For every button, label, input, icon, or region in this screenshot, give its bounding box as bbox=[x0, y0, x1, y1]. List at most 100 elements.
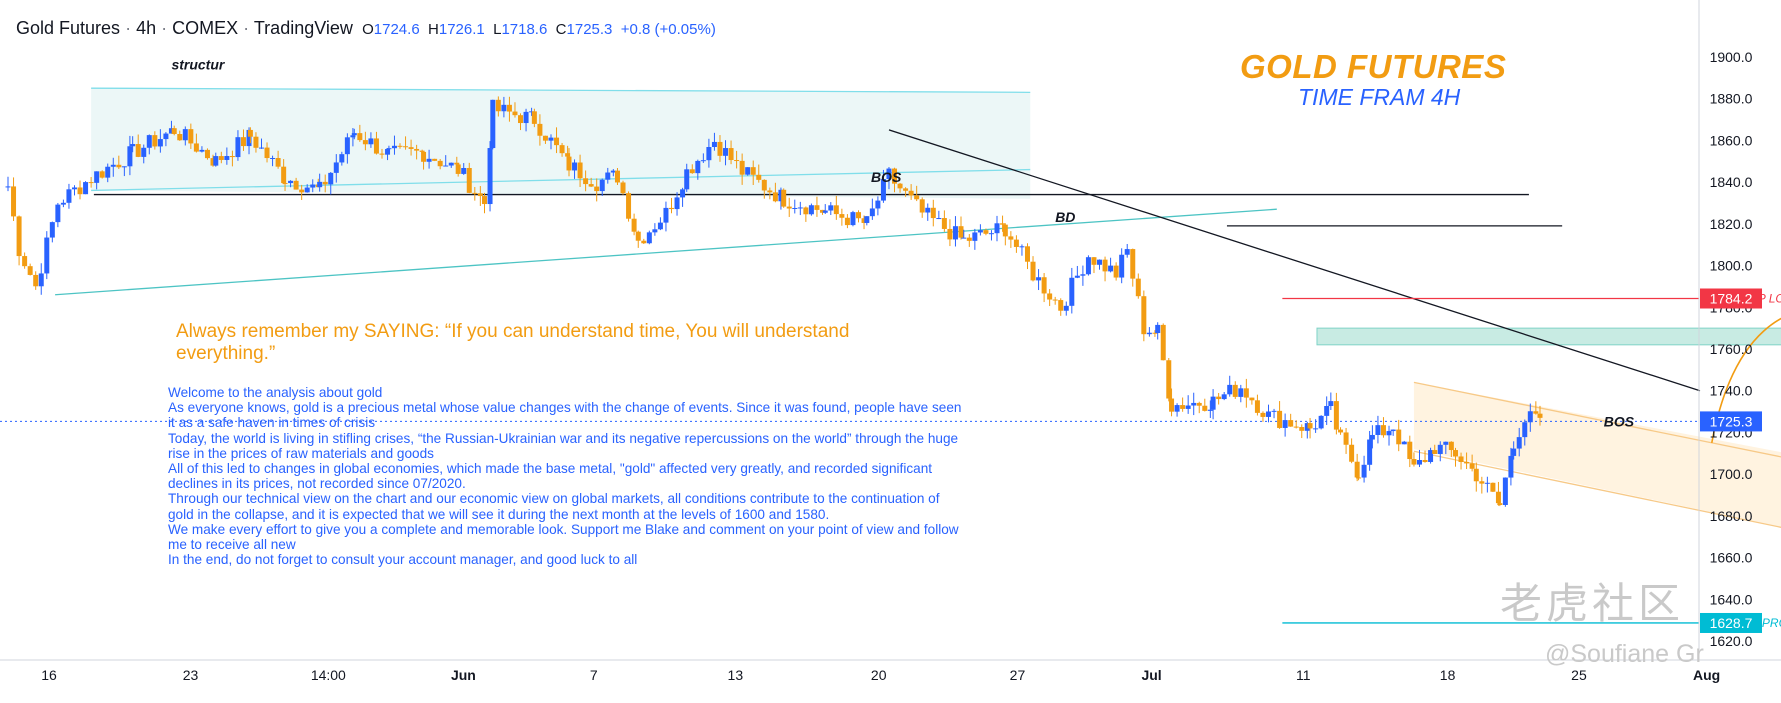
candle-body bbox=[1349, 444, 1355, 462]
candle-body bbox=[605, 172, 611, 180]
legend-separator: · bbox=[161, 18, 168, 38]
candle-body bbox=[1180, 405, 1186, 409]
candle-body bbox=[1221, 394, 1227, 400]
candle-body bbox=[700, 160, 706, 162]
gold-futures-title: GOLD FUTURES bbox=[1240, 48, 1507, 85]
low-value: 1718.6 bbox=[501, 21, 548, 38]
candle-body bbox=[930, 207, 936, 219]
chart-annotation: BD bbox=[1055, 209, 1075, 225]
candle-body bbox=[281, 166, 287, 184]
candle-body bbox=[808, 205, 814, 215]
candle-body bbox=[565, 153, 571, 157]
candle-body bbox=[83, 182, 89, 195]
candle-body bbox=[193, 143, 199, 152]
candle-body bbox=[822, 210, 828, 213]
candle-body bbox=[1464, 461, 1470, 464]
candle-body bbox=[135, 144, 141, 157]
candle-body bbox=[657, 222, 663, 230]
candle-body bbox=[1152, 332, 1158, 334]
candle-body bbox=[761, 179, 767, 191]
candle-body bbox=[1458, 456, 1464, 462]
candles-group bbox=[5, 96, 1543, 507]
candle-body bbox=[1160, 324, 1166, 361]
candle-body bbox=[772, 192, 778, 202]
high-label: H bbox=[428, 21, 439, 38]
candle-body bbox=[1074, 275, 1080, 278]
candle-body bbox=[350, 135, 356, 138]
candle-body bbox=[379, 153, 385, 155]
candle-body bbox=[869, 208, 875, 217]
symbol-legend[interactable]: Gold Futures · 4h · COMEX · TradingView … bbox=[16, 18, 716, 39]
candle-body bbox=[426, 158, 432, 162]
candle-body bbox=[947, 228, 953, 240]
candle-body bbox=[99, 171, 105, 178]
time-tick-label: 25 bbox=[1571, 667, 1587, 683]
candle-body bbox=[652, 229, 658, 233]
candle-body bbox=[958, 226, 964, 238]
candle-body bbox=[518, 115, 524, 124]
candle-body bbox=[188, 129, 194, 144]
candle-body bbox=[229, 156, 235, 158]
candle-body bbox=[368, 138, 374, 145]
candle-body bbox=[1313, 428, 1319, 430]
candle-body bbox=[1479, 481, 1485, 484]
analysis-line: As everyone knows, gold is a precious me… bbox=[168, 400, 962, 431]
time-tick-label: 27 bbox=[1010, 667, 1026, 683]
candle-body bbox=[432, 158, 438, 161]
price-tick-label: 1680.0 bbox=[1710, 508, 1753, 524]
candle-body bbox=[310, 184, 316, 188]
candle-body bbox=[1000, 223, 1006, 225]
candle-body bbox=[1354, 461, 1360, 478]
candle-body bbox=[1333, 401, 1339, 430]
candle-body bbox=[680, 189, 686, 198]
candle-body bbox=[163, 133, 169, 140]
candle-body bbox=[177, 134, 183, 141]
candle-body bbox=[1443, 441, 1449, 445]
candle-body bbox=[778, 189, 784, 202]
candle-body bbox=[1216, 396, 1222, 400]
candle-body bbox=[880, 179, 886, 201]
candle-body bbox=[373, 138, 379, 154]
candle-body bbox=[344, 137, 350, 155]
candle-body bbox=[1324, 406, 1330, 416]
candle-body bbox=[1063, 305, 1069, 311]
candle-body bbox=[247, 129, 253, 137]
candle-body bbox=[38, 273, 44, 287]
candle-body bbox=[786, 206, 792, 209]
saying-quote: Always remember my SAYING: “If you can u… bbox=[176, 321, 850, 364]
candle-body bbox=[264, 147, 270, 159]
candle-body bbox=[304, 187, 310, 193]
candle-body bbox=[1361, 464, 1367, 478]
candle-body bbox=[537, 123, 543, 136]
candle-body bbox=[797, 207, 803, 209]
candle-body bbox=[711, 141, 717, 148]
candle-body bbox=[443, 165, 449, 167]
candle-body bbox=[1108, 265, 1114, 272]
candle-body bbox=[1130, 249, 1136, 279]
candle-body bbox=[723, 148, 729, 156]
candle-body bbox=[437, 160, 443, 167]
candle-body bbox=[631, 218, 637, 232]
candle-body bbox=[839, 214, 845, 218]
candle-body bbox=[1166, 360, 1172, 399]
analysis-note: Welcome to the analysis about gold As ev… bbox=[168, 385, 968, 567]
candle-body bbox=[1375, 425, 1381, 435]
last-price-tag-label: 1725.3 bbox=[1710, 413, 1753, 429]
candle-body bbox=[328, 172, 334, 185]
candle-body bbox=[105, 166, 111, 178]
candle-body bbox=[88, 182, 94, 184]
chart-annotation: BOS bbox=[871, 169, 902, 185]
candle-body bbox=[875, 200, 881, 209]
stop-loss-price-tag-label: 1784.2 bbox=[1710, 291, 1753, 307]
candle-body bbox=[1091, 257, 1097, 265]
candle-body bbox=[168, 128, 174, 134]
candle-body bbox=[646, 232, 652, 244]
candle-body bbox=[814, 205, 820, 210]
candle-body bbox=[1169, 398, 1175, 412]
candle-body bbox=[71, 187, 77, 190]
candle-body bbox=[1266, 411, 1272, 417]
price-tick-label: 1800.0 bbox=[1710, 258, 1753, 274]
supply-zone-box bbox=[1316, 327, 1781, 346]
